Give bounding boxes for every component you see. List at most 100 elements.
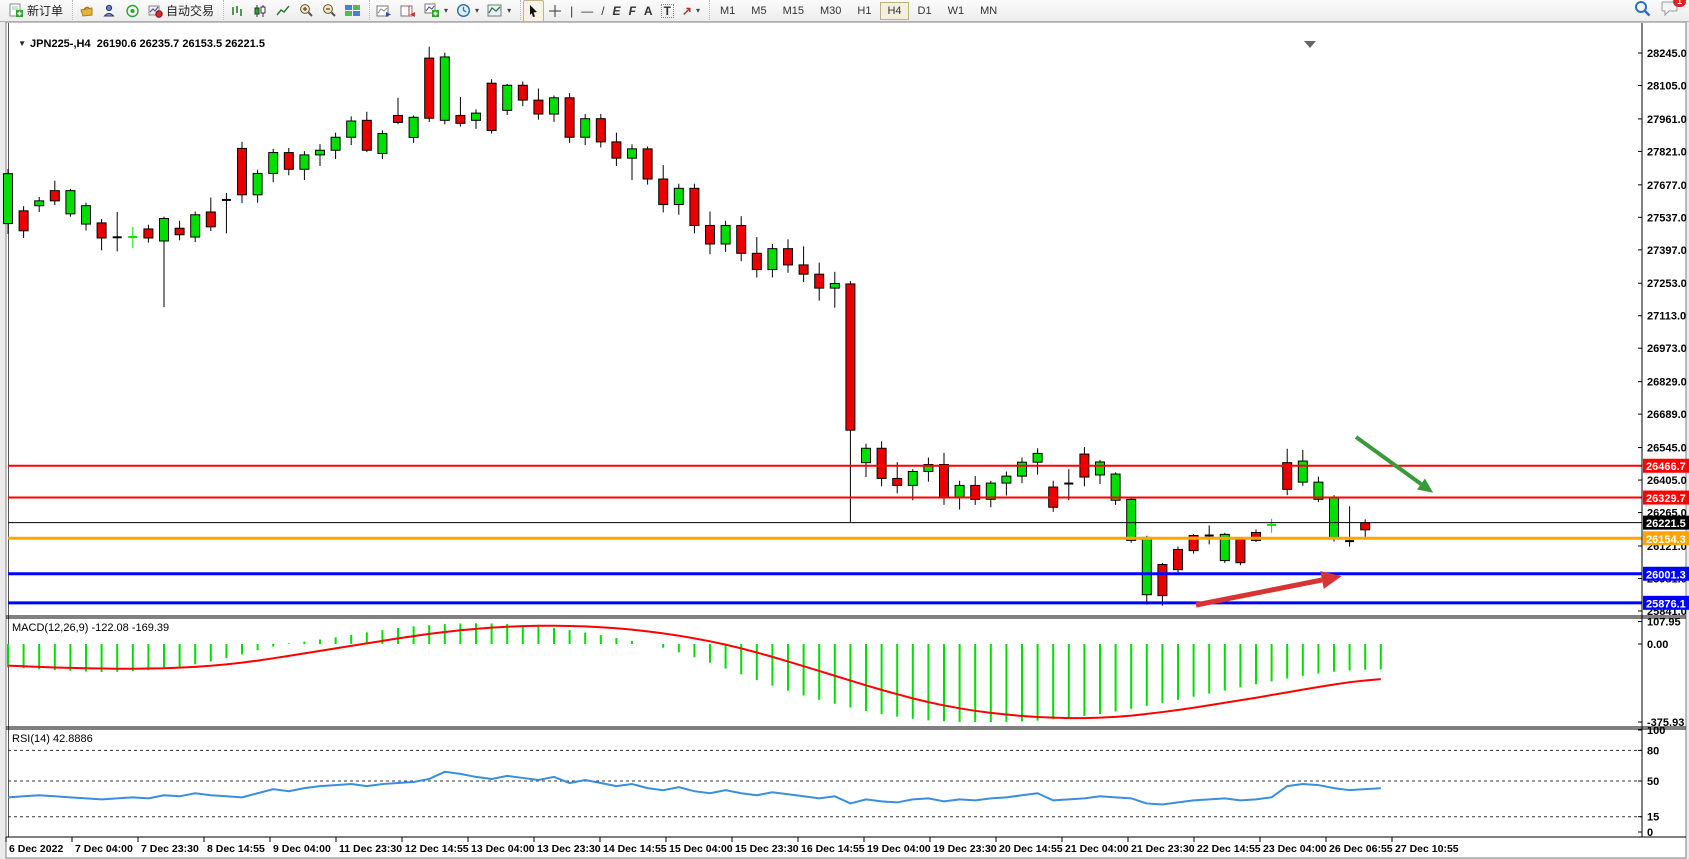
svg-text:9 Dec 04:00: 9 Dec 04:00 bbox=[273, 843, 331, 855]
templates-caret: ▾ bbox=[507, 6, 512, 15]
svg-text:0: 0 bbox=[1647, 827, 1653, 839]
indicators-button[interactable]: ▾ bbox=[420, 0, 452, 22]
svg-text:26329.7: 26329.7 bbox=[1646, 493, 1686, 505]
signals-button[interactable] bbox=[121, 0, 144, 22]
fibonacci-button[interactable]: F bbox=[625, 0, 640, 22]
periods-button[interactable]: ▾ bbox=[452, 0, 483, 22]
vertical-line-icon: | bbox=[570, 3, 574, 18]
svg-text:19 Dec 23:30: 19 Dec 23:30 bbox=[933, 843, 997, 855]
rsi-panel[interactable] bbox=[7, 749, 1642, 818]
candles-layer[interactable] bbox=[3, 46, 1371, 606]
svg-text:19 Dec 04:00: 19 Dec 04:00 bbox=[867, 843, 931, 855]
new-order-label: 新订单 bbox=[27, 4, 64, 18]
timeframe-button-W1[interactable]: W1 bbox=[947, 4, 965, 17]
trend-arrows[interactable] bbox=[1195, 435, 1434, 608]
svg-text:26545.0: 26545.0 bbox=[1647, 443, 1687, 455]
svg-text:26001.3: 26001.3 bbox=[1646, 569, 1686, 581]
indicators-caret: ▾ bbox=[444, 6, 449, 15]
timeframe-button-M5[interactable]: M5 bbox=[751, 4, 767, 17]
search-icon bbox=[1635, 0, 1651, 16]
crosshair-button[interactable] bbox=[544, 0, 566, 22]
svg-text:-375.93: -375.93 bbox=[1647, 717, 1684, 729]
svg-text:28245.0: 28245.0 bbox=[1647, 48, 1687, 60]
chart-area[interactable]: 28245.0 28105.0 27961.0 27821.0 27677.0 27537… bbox=[0, 22, 1689, 859]
search-button[interactable] bbox=[1634, 0, 1651, 22]
svg-text:27397.0: 27397.0 bbox=[1647, 245, 1687, 257]
autotrading-label: 自动交易 bbox=[166, 4, 215, 18]
new-order-button[interactable]: 新订单 bbox=[5, 0, 67, 22]
price-panel[interactable] bbox=[3, 41, 1643, 608]
svg-text:26154.3: 26154.3 bbox=[1646, 534, 1686, 546]
svg-text:50: 50 bbox=[1647, 776, 1659, 788]
horizontal-line-icon: — bbox=[581, 3, 594, 18]
timeframe-button-D1[interactable]: D1 bbox=[917, 4, 932, 17]
periods-caret: ▾ bbox=[475, 6, 480, 15]
macd-panel[interactable] bbox=[7, 623, 1382, 723]
notifications-button[interactable]: 1 bbox=[1661, 0, 1686, 21]
text-label-icon: T bbox=[660, 3, 674, 18]
zoom-out-button[interactable] bbox=[318, 0, 341, 22]
svg-text:14 Dec 14:55: 14 Dec 14:55 bbox=[603, 843, 667, 855]
svg-text:22 Dec 14:55: 22 Dec 14:55 bbox=[1197, 843, 1261, 855]
macd-indicator-label: MACD(12,26,9) -122.08 -169.39 bbox=[12, 622, 170, 634]
svg-text:21 Dec 04:00: 21 Dec 04:00 bbox=[1065, 843, 1129, 855]
cursor-button[interactable] bbox=[523, 0, 545, 22]
zoom-in-icon bbox=[300, 4, 313, 17]
svg-text:107.95: 107.95 bbox=[1647, 617, 1681, 629]
line-chart-button[interactable] bbox=[272, 0, 295, 22]
timeframe-button-H4[interactable]: H4 bbox=[880, 1, 909, 20]
signals-broadcast-icon bbox=[126, 4, 139, 17]
price-axis[interactable]: 28245.0 28105.0 27961.0 27821.0 27677.0 27537… bbox=[1638, 23, 1689, 839]
notification-badge: 1 bbox=[1672, 0, 1686, 7]
auto-scroll-button[interactable] bbox=[372, 0, 396, 22]
symbol-period-label: JPN225-,H4 bbox=[30, 38, 91, 50]
candlestick-chart-button[interactable] bbox=[249, 0, 272, 22]
svg-text:23 Dec 04:00: 23 Dec 04:00 bbox=[1263, 843, 1327, 855]
channel-icon: E bbox=[612, 3, 621, 18]
svg-text:26689.0: 26689.0 bbox=[1647, 409, 1687, 421]
vertical-line-button[interactable]: | bbox=[566, 0, 577, 22]
tile-windows-button[interactable] bbox=[341, 0, 364, 22]
horizontal-line-button[interactable]: — bbox=[577, 0, 597, 22]
trendline-button[interactable]: / bbox=[597, 0, 608, 22]
svg-text:100: 100 bbox=[1647, 725, 1665, 737]
support-resistance-lines[interactable] bbox=[8, 464, 1642, 605]
text-icon: A bbox=[643, 3, 653, 18]
templates-button[interactable]: ▾ bbox=[483, 0, 515, 22]
chart-shift-button[interactable] bbox=[396, 0, 420, 22]
svg-text:27677.0: 27677.0 bbox=[1647, 180, 1687, 192]
zoom-in-button[interactable] bbox=[295, 0, 318, 22]
svg-text:20 Dec 14:55: 20 Dec 14:55 bbox=[999, 843, 1063, 855]
new-order-icon bbox=[9, 3, 23, 17]
svg-text:27537.0: 27537.0 bbox=[1647, 212, 1687, 224]
timeframe-button-MN[interactable]: MN bbox=[980, 4, 998, 17]
indicator-panels[interactable] bbox=[7, 623, 1642, 818]
date-axis[interactable]: 6 Dec 2022 7 Dec 04:00 7 Dec 23:30 8 Dec 14… bbox=[5, 837, 1459, 855]
svg-text:15 Dec 04:00: 15 Dec 04:00 bbox=[669, 843, 733, 855]
svg-text:11 Dec 23:30: 11 Dec 23:30 bbox=[339, 843, 402, 855]
profile-button[interactable] bbox=[98, 0, 121, 22]
market-button[interactable] bbox=[75, 0, 98, 22]
rsi-line bbox=[7, 770, 1381, 806]
svg-text:7 Dec 23:30: 7 Dec 23:30 bbox=[141, 843, 199, 855]
chart-shift-marker[interactable] bbox=[1304, 41, 1316, 48]
bar-chart-button[interactable] bbox=[226, 0, 249, 22]
autotrading-button[interactable]: 自动交易 bbox=[144, 0, 218, 22]
text-label-button[interactable]: T bbox=[657, 0, 678, 22]
channel-button[interactable]: E bbox=[609, 0, 625, 22]
arrows-tool-button[interactable]: ↗ ▾ bbox=[678, 0, 704, 22]
svg-text:15: 15 bbox=[1647, 812, 1659, 824]
timeframe-toolbar: M1 M5 M15 M30 H1 H4 D1 W1 MN bbox=[709, 0, 1007, 22]
svg-text:26405.0: 26405.0 bbox=[1647, 475, 1687, 487]
cursor-icon bbox=[530, 4, 538, 17]
tile-windows-icon bbox=[345, 5, 361, 16]
timeframe-button-H1[interactable]: H1 bbox=[857, 4, 872, 17]
svg-text:7 Dec 04:00: 7 Dec 04:00 bbox=[75, 843, 133, 855]
line-chart-icon bbox=[276, 5, 290, 15]
timeframe-button-M1[interactable]: M1 bbox=[720, 4, 736, 17]
timeframe-button-M30[interactable]: M30 bbox=[819, 4, 842, 17]
chart-menu-icon[interactable]: ▼ bbox=[18, 39, 27, 48]
timeframe-button-M15[interactable]: M15 bbox=[782, 4, 804, 17]
text-button[interactable]: A bbox=[640, 0, 657, 22]
svg-text:27821.0: 27821.0 bbox=[1647, 146, 1687, 158]
